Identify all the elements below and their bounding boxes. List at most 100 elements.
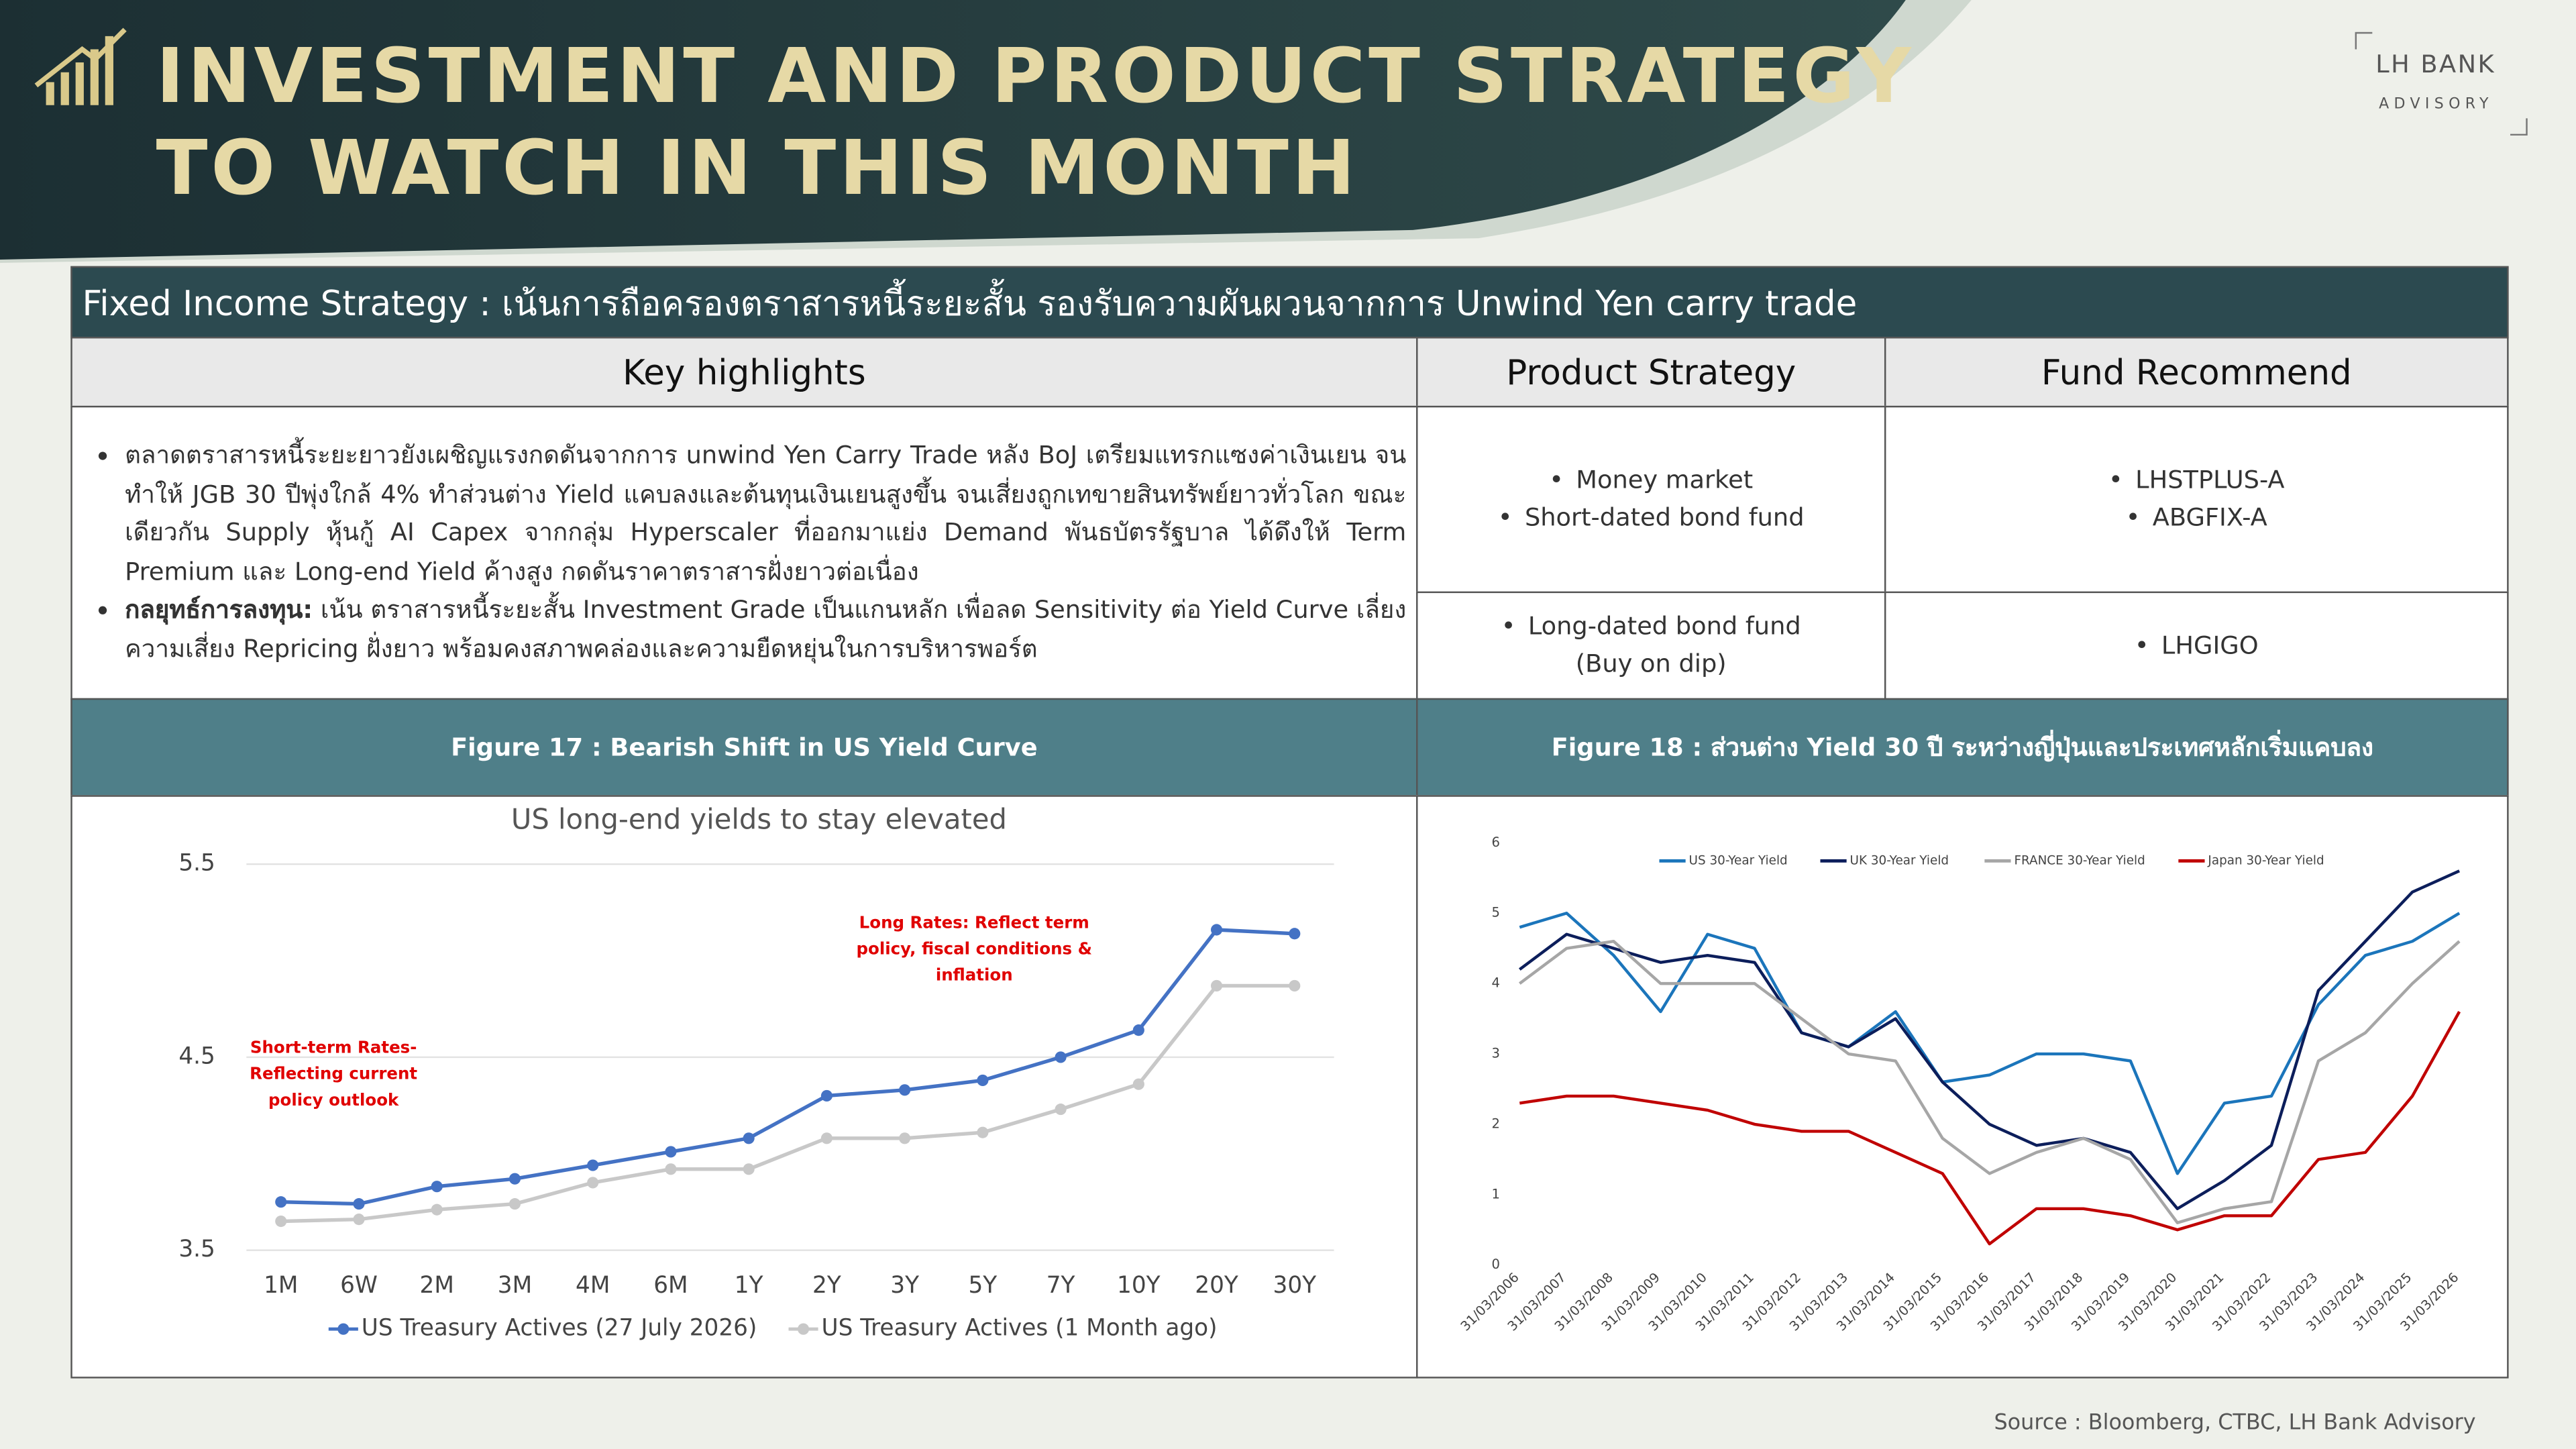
fund-list: • LHSTPLUS-A • ABGFIX-A [2108,462,2285,537]
legend-label: Japan 30-Year Yield [2207,853,2324,867]
fund-cell: • LHGIGO [1884,591,2509,700]
point [899,1132,911,1144]
y-tick-label: 5 [1491,905,1499,920]
point [587,1177,599,1189]
x-tick-label: 6W [340,1272,378,1299]
x-tick-label: 10Y [1117,1272,1161,1299]
point [899,1084,911,1096]
series-line [280,928,1295,1206]
strategy-cell: • Money market • Short-dated bond fund [1416,405,1886,594]
fund-list: • LHGIGO [2135,627,2259,664]
highlight: กลยุทธ์การลงทุน: เน้น ตราสารหนี้ระยะสั้น… [125,592,1406,669]
bullet: • [2125,502,2153,533]
x-tick-label: 3M [498,1272,532,1299]
point [1055,1104,1067,1116]
legend-label: US 30-Year Yield [1689,853,1788,867]
bullet: • [1501,611,1528,641]
annotation: policy outlook [268,1090,399,1110]
point [977,1074,989,1087]
logo-brand: LH BANK [2375,49,2496,79]
title-line: TO WATCH IN THIS MONTH [156,123,1359,212]
fund: • ABGFIX-A [2108,499,2285,537]
x-tick-label: 3Y [890,1272,919,1299]
logo-frame [2355,32,2528,136]
point [275,1215,287,1228]
annotation: Long Rates: Reflect term [859,912,1089,932]
series-line [1519,912,2461,1175]
legend-marker [797,1323,810,1335]
point [977,1126,989,1138]
point [508,1173,521,1185]
x-tick-label: 5Y [968,1272,997,1299]
point [665,1163,677,1175]
y-tick-label: 2 [1491,1116,1499,1131]
highlight-label: กลยุทธ์การลงทุน: [125,594,313,625]
point [1132,1078,1144,1090]
product: • Long-dated bond fund [1501,608,1801,645]
point [1132,1024,1144,1036]
point [353,1214,365,1226]
product-text: Short-dated bond fund [1524,502,1805,533]
highlights-cell: ตลาดตราสารหนี้ระยะยาวยังเผชิญแรงกดดันจาก… [70,405,1418,700]
x-tick-label: 7Y [1046,1272,1075,1299]
product-list: • Money market • Short-dated bond fund [1498,462,1805,537]
product: • Money market [1498,462,1805,499]
y-tick-label: 1 [1491,1186,1499,1201]
annotation: Reflecting current [250,1064,417,1083]
figure-title: Figure 17 : Bearish Shift in US Yield Cu… [70,698,1418,797]
series-line [1519,1011,2461,1246]
title-line: INVESTMENT AND PRODUCT STRATEGY [156,31,1915,120]
column-header: Product Strategy [1416,337,1886,408]
header-band [0,0,1906,260]
point [1289,928,1301,940]
bullet: • [2108,465,2136,495]
bullet: • [1497,502,1525,533]
fund: • LHSTPLUS-A [2108,462,2285,499]
y-tick-label: 0 [1491,1256,1499,1272]
header-title: INVESTMENT AND PRODUCT STRATEGY TO WATCH… [156,30,1915,213]
chart-subtitle: US long-end yields to stay elevated [511,802,1007,835]
point [1210,979,1223,992]
product-text: Money market [1576,465,1754,495]
point [820,1089,833,1102]
y-tick-label: 4 [1491,975,1499,991]
series-line [280,983,1295,1224]
point [587,1159,599,1171]
chart-panel [1416,795,2509,1379]
y-tick-label: 5.5 [178,850,215,877]
highlights-list: ตลาดตราสารหนี้ระยะยาวยังเผชิญแรงกดดันจาก… [92,437,1406,668]
point [1210,924,1223,936]
series-line [1518,869,2461,1210]
point [1289,979,1301,992]
fund-text: LHSTPLUS-A [2135,465,2285,495]
fund: • LHGIGO [2135,627,2259,664]
fund-cell: • LHSTPLUS-A • ABGFIX-A [1884,405,2509,594]
legend-label: UK 30-Year Yield [1850,853,1949,867]
point [820,1132,833,1144]
legend-label: US Treasury Actives (1 Month ago) [821,1315,1217,1342]
point [431,1181,443,1193]
highlight-text: เน้น ตราสารหนี้ระยะสั้น Investment Grade… [125,594,1407,663]
x-tick-label: 2Y [812,1272,841,1299]
annotation: policy, fiscal conditions & [857,939,1092,959]
point [508,1198,521,1210]
x-tick-label: 4M [576,1272,610,1299]
logo-sub: ADVISORY [2379,97,2493,113]
legend-label: FRANCE 30-Year Yield [2014,853,2145,867]
legend-marker [337,1323,350,1335]
product-list: • Long-dated bond fund (Buy on dip) [1501,608,1801,684]
y-tick-label: 3 [1491,1046,1499,1061]
source: Source : Bloomberg, CTBC, LH Bank Adviso… [1994,1411,2476,1436]
fund-text: LHGIGO [2161,630,2259,660]
point [665,1146,677,1158]
y-tick-label: 6 [1491,835,1499,850]
chart-panel [70,795,1418,1379]
point [1055,1051,1067,1063]
point [431,1203,443,1216]
x-tick-label: 20Y [1195,1272,1238,1299]
legend-label: US Treasury Actives (27 July 2026) [362,1315,757,1342]
